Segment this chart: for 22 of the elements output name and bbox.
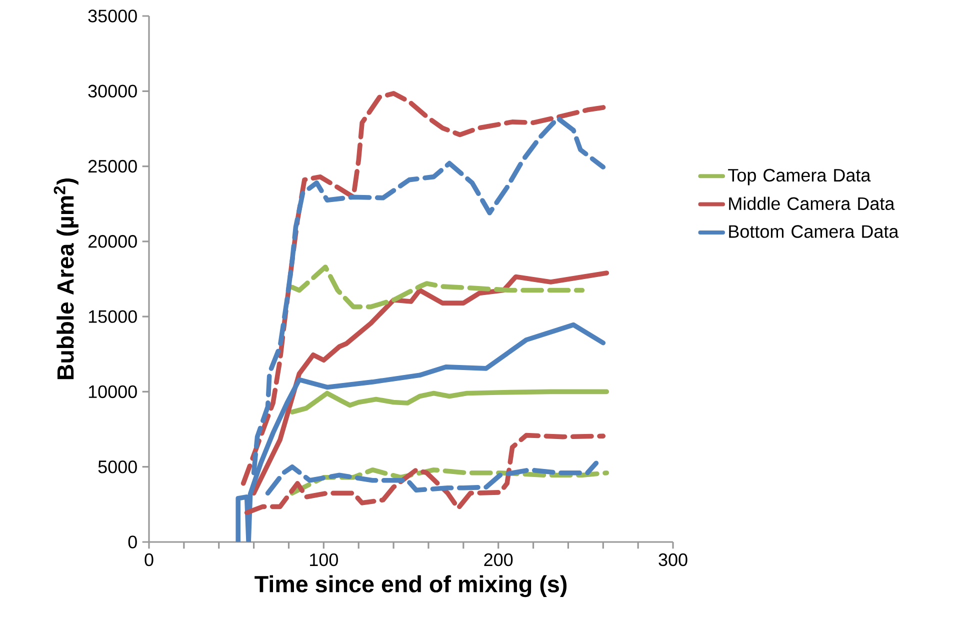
line-series xyxy=(290,467,610,496)
y-tick-label: 25000 xyxy=(88,160,137,173)
y-tick-label: 30000 xyxy=(88,84,137,98)
legend-label: Top Camera Data xyxy=(728,168,871,186)
x-tick-label: 200 xyxy=(484,553,513,566)
line-series xyxy=(290,389,610,414)
x-tick-label: 0 xyxy=(144,553,154,566)
y-tick-label: 20000 xyxy=(88,235,137,248)
y-tick-label: 35000 xyxy=(88,10,137,22)
line-series xyxy=(251,270,610,496)
x-tick-label: 100 xyxy=(310,553,338,566)
x-axis-title: Time since end of mixing (s) xyxy=(254,575,567,598)
legend-label: Bottom Camera Data xyxy=(729,225,899,238)
y-tick-label: 15000 xyxy=(88,310,137,323)
line-series xyxy=(290,264,585,310)
line-series xyxy=(244,432,606,516)
x-tick-label: 300 xyxy=(658,553,688,566)
y-axis-title: Bubble Area (µm$^{2}$) xyxy=(54,178,78,380)
legend-label: Middle Camera Data xyxy=(729,196,895,210)
y-tick-label: 10000 xyxy=(88,385,137,398)
y-tick-label: 5000 xyxy=(98,460,137,474)
y-tick-label: 0 xyxy=(128,536,137,548)
